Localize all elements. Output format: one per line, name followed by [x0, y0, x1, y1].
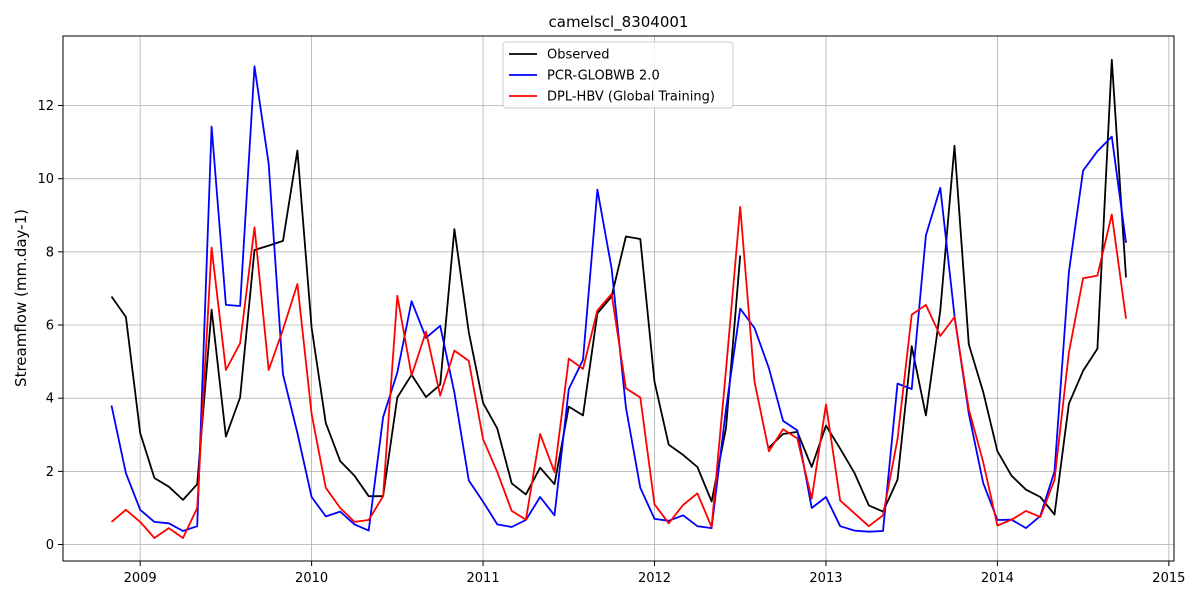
- series-layer: [110, 58, 1127, 539]
- legend-label-1: PCR-GLOBWB 2.0: [547, 69, 660, 84]
- y-axis-label: Streamflow (mm.day-1): [12, 209, 30, 387]
- series-line-1: [110, 65, 1127, 533]
- chart-title: camelscl_8304001: [549, 13, 689, 32]
- x-tick-label: 2010: [295, 571, 328, 586]
- y-tick-label: 4: [46, 392, 54, 407]
- x-tick-label: 2011: [467, 571, 500, 586]
- series-line-2: [110, 205, 1127, 539]
- x-tick-label: 2009: [124, 571, 157, 586]
- ticks-layer: 2009 2010 2011 2012 2013 2014 2015 0 2 4 6 8 10 12: [37, 99, 1185, 586]
- y-tick-label: 10: [37, 172, 54, 187]
- legend-label-0: Observed: [547, 48, 610, 63]
- legend-box: [502, 41, 734, 109]
- x-tick-label: 2012: [638, 571, 671, 586]
- x-tick-label: 2014: [981, 571, 1014, 586]
- grid-layer: [63, 36, 1174, 561]
- series-line-0: [110, 149, 742, 503]
- legend-label-2: DPL-HBV (Global Training): [547, 90, 715, 105]
- y-tick-label: 0: [46, 538, 54, 553]
- legend: Observed PCR-GLOBWB 2.0 DPL-HBV (Global Tr…: [502, 41, 734, 109]
- y-tick-label: 6: [46, 319, 54, 334]
- y-tick-label: 2: [46, 465, 54, 480]
- x-tick-label: 2015: [1152, 571, 1185, 586]
- y-tick-label: 8: [46, 245, 54, 260]
- plot-frame: [62, 35, 1175, 562]
- series-line-0: [768, 58, 1127, 516]
- x-tick-label: 2013: [809, 571, 842, 586]
- y-tick-label: 12: [37, 99, 54, 114]
